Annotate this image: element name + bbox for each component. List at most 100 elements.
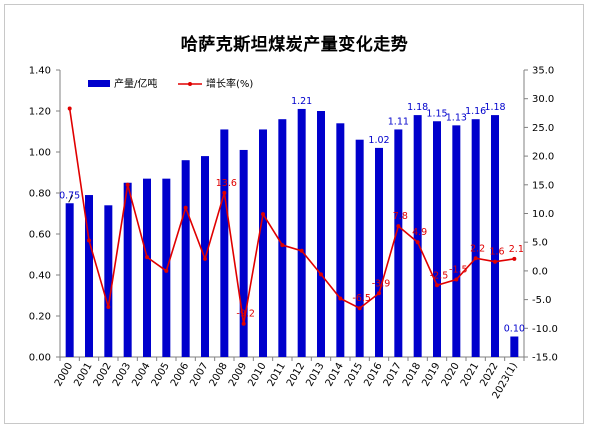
growth-point-2009	[241, 321, 246, 326]
x-tick-label: 2014	[324, 361, 346, 389]
x-tick-label: 2005	[150, 361, 172, 389]
growth-point-2020	[454, 277, 459, 282]
growth-point-2005	[164, 268, 169, 273]
x-tick-label: 2021	[459, 361, 481, 389]
bar-data-label: 1.18	[407, 102, 428, 113]
bar-2010	[259, 129, 267, 357]
bar-2005	[162, 178, 171, 357]
x-tick-label: 2004	[130, 361, 152, 389]
x-tick-label: 2015	[343, 361, 365, 389]
growth-data-label: -1.5	[449, 265, 468, 276]
growth-point-2018	[415, 240, 420, 245]
growth-data-label: -9.2	[236, 309, 255, 320]
growth-point-2023(1)	[512, 256, 517, 261]
bar-2009	[239, 149, 248, 357]
growth-point-2011	[280, 243, 285, 248]
growth-point-2004	[145, 255, 149, 260]
y-right-tick-label: 0.0	[532, 266, 548, 277]
growth-data-label: 2.2	[470, 243, 485, 254]
bar-2019	[433, 121, 441, 357]
x-tick-label: 2000	[53, 361, 75, 389]
x-tick-label: 2007	[188, 361, 210, 389]
growth-data-label: -2.5	[430, 270, 449, 281]
growth-point-2014	[338, 296, 343, 301]
bar-2020	[452, 125, 461, 357]
growth-point-2022	[493, 259, 497, 264]
y-left-tick-label: 0.40	[29, 271, 51, 282]
bar-data-label: 1.02	[368, 135, 389, 146]
x-tick-label: 2002	[92, 361, 114, 389]
x-tick-label: 2012	[285, 361, 307, 389]
bar-data-label: 1.11	[388, 116, 409, 127]
bar-2017	[394, 129, 403, 357]
y-right-tick-label: 35.0	[532, 66, 554, 77]
bar-2018	[413, 115, 422, 357]
y-left-tick-label: 0.80	[29, 189, 51, 200]
x-tick-label: 2009	[227, 361, 249, 389]
x-tick-label: 2010	[246, 361, 268, 389]
label-leader-line	[68, 195, 74, 203]
bar-2012	[297, 108, 306, 357]
growth-point-2003	[125, 182, 130, 187]
growth-point-2021	[473, 256, 478, 261]
y-right-tick-label: 20.0	[532, 152, 554, 163]
y-left-tick-label: 1.00	[29, 148, 51, 159]
bar-2013	[317, 111, 325, 357]
growth-rate-line	[68, 108, 515, 324]
y-right-tick-label: 25.0	[532, 123, 554, 134]
bar-2015	[355, 139, 364, 357]
y-left-tick-label: 1.20	[29, 107, 51, 118]
y-right-tick-label: 30.0	[532, 94, 554, 105]
bar-data-label: 1.18	[484, 102, 505, 113]
x-tick-label: 2016	[362, 361, 384, 389]
x-tick-label: 2017	[382, 361, 404, 389]
growth-point-2012	[299, 248, 304, 253]
chart-title: 哈萨克斯坦煤炭产量变化走势	[180, 35, 409, 55]
x-tick-label: 2018	[401, 361, 423, 389]
y-right-tick-label: -10.0	[532, 324, 558, 335]
bar-data-label: 1.21	[291, 96, 312, 107]
growth-point-2007	[203, 256, 207, 261]
x-tick-label: 2006	[169, 361, 191, 389]
growth-data-label: 1.6	[489, 247, 504, 258]
x-tick-label: 2003	[111, 361, 133, 389]
bar-2014	[336, 123, 345, 357]
chart-frame	[4, 4, 584, 424]
bar-2023(1)	[510, 336, 519, 357]
bar-2022	[491, 115, 499, 357]
bar-2004	[143, 178, 151, 357]
y-right-tick-label: 15.0	[532, 180, 554, 191]
y-left-tick-label: 1.40	[29, 66, 51, 77]
growth-data-label: -6.5	[352, 293, 371, 304]
legend-bar-swatch	[88, 80, 110, 87]
growth-data-label: -3.9	[372, 278, 391, 289]
growth-point-2002	[106, 305, 111, 310]
bar-data-label: 1.15	[426, 108, 447, 119]
legend-line-marker	[188, 82, 192, 86]
x-tick-label: 2008	[208, 361, 230, 389]
y-right-tick-label: -5.0	[532, 295, 552, 306]
bar-2002	[104, 205, 113, 357]
growth-point-2006	[183, 205, 188, 210]
y-right-tick-label: -15.0	[532, 353, 558, 364]
growth-data-label: 4.9	[412, 227, 427, 238]
growth-point-2016	[377, 291, 381, 296]
y-left-tick-label: 0.20	[29, 312, 51, 323]
growth-data-label: 2.1	[509, 244, 524, 255]
x-tick-label: 2019	[420, 361, 442, 389]
bar-data-label: 0.75	[59, 190, 80, 201]
x-tick-label: 2011	[266, 361, 288, 389]
growth-data-label: 13.6	[216, 178, 237, 189]
y-right-tick-label: 10.0	[532, 209, 554, 220]
x-tick-label: 2020	[440, 361, 462, 389]
bar-2001	[85, 195, 93, 357]
growth-point-2015	[357, 306, 362, 311]
bar-data-label: 0.10	[504, 324, 525, 335]
bar-data-label: 1.16	[465, 106, 486, 117]
bar-2003	[123, 182, 132, 357]
bar-data-label: 1.13	[446, 112, 467, 123]
growth-data-label: 7.8	[393, 211, 408, 222]
y-left-tick-label: 0.00	[29, 353, 51, 364]
growth-point-2001	[87, 238, 91, 243]
x-tick-label: 2001	[72, 361, 94, 389]
